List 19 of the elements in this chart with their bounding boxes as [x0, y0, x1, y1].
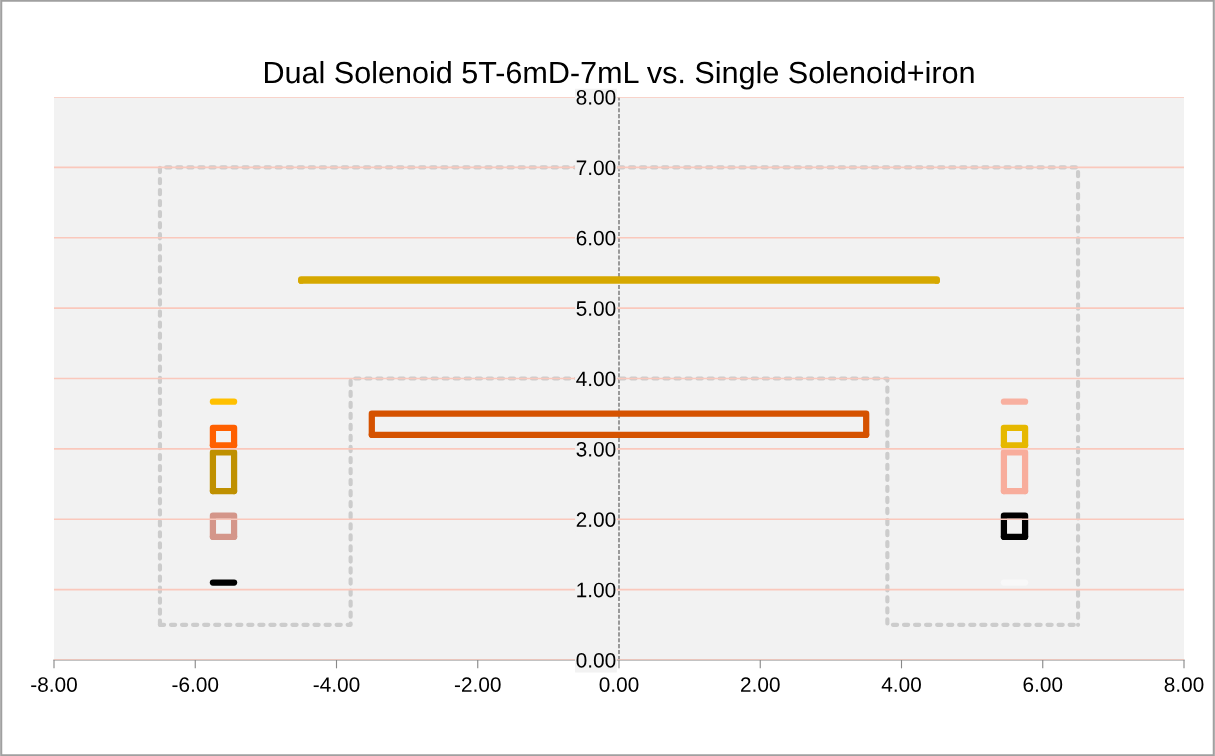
y-tick-label: 5.00	[576, 301, 616, 316]
y-tick-label: 3.00	[576, 441, 616, 457]
x-tick-label: -4.00	[313, 677, 360, 692]
chart-title: Dual Solenoid 5T-6mD-7mL vs. Single Solenoid+iron	[265, 60, 974, 90]
x-tick-label: 6.00	[1023, 677, 1063, 692]
y-tick-label: 4.00	[576, 371, 616, 387]
x-tick-label: 8.00	[1164, 677, 1204, 692]
y-tick-label: 1.00	[577, 582, 616, 598]
y-tick-label: 8.00	[576, 90, 616, 105]
y-tick-label: 6.00	[576, 230, 616, 246]
x-tick-label: -6.00	[172, 677, 219, 692]
y-tick-label: 2.00	[576, 512, 616, 527]
x-tick-label: 0.00	[599, 677, 639, 692]
x-tick-label: -2.00	[454, 677, 501, 692]
y-tick-label: 0.00	[576, 653, 616, 668]
x-tick-label: -8.00	[31, 677, 77, 692]
x-tick-label: 4.00	[881, 677, 921, 692]
y-tick-label: 7.00	[576, 160, 616, 176]
x-tick-label: 2.00	[741, 677, 780, 692]
